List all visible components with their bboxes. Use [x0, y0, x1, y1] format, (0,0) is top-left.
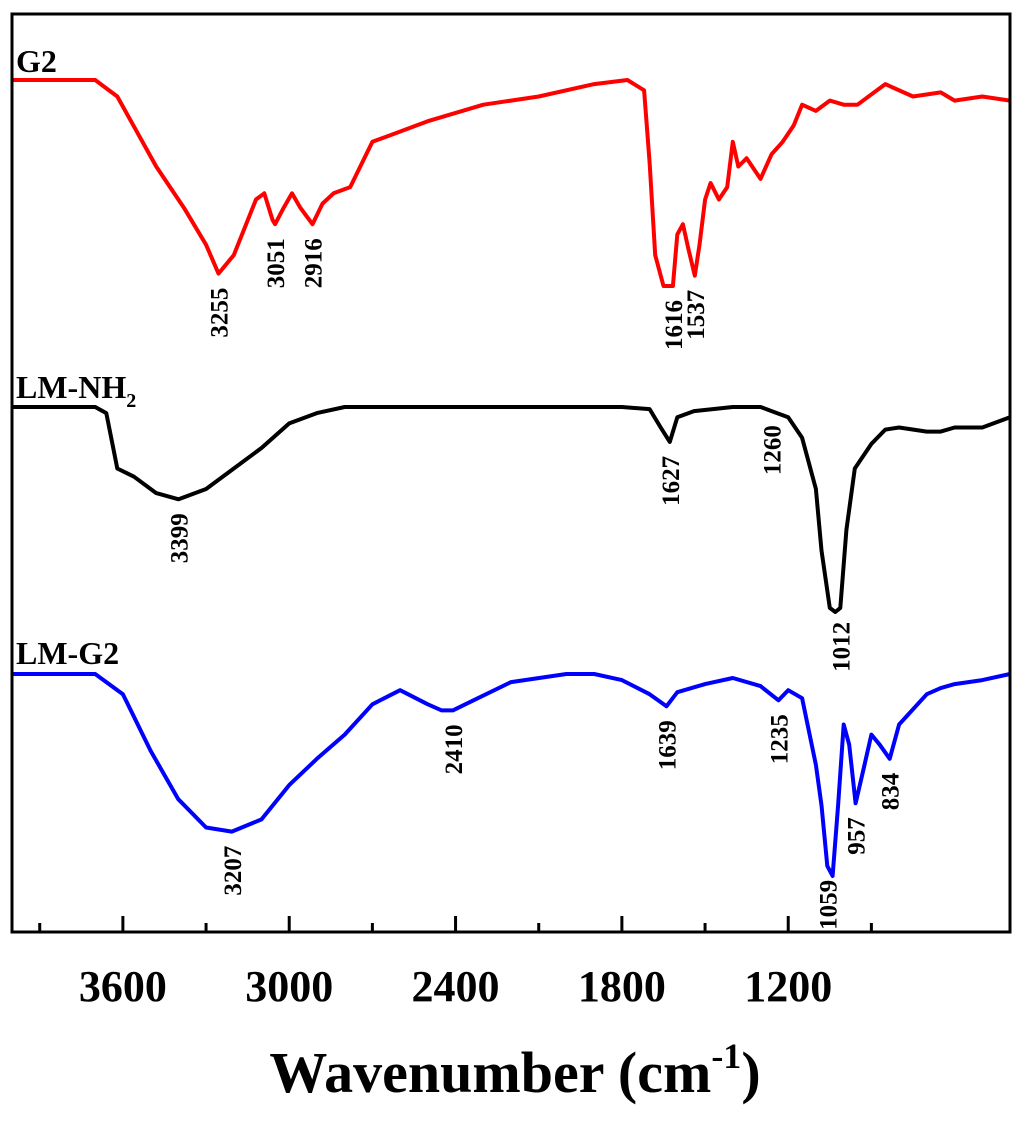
x-axis-label-close: ) — [741, 1040, 760, 1105]
series-name-layer: G2 LM-NH2 LM-G2 — [16, 43, 136, 671]
peak-label-2410: 2410 — [441, 724, 468, 774]
x-axis-label-text: Wavenumber (cm — [269, 1040, 711, 1105]
peak-label-957: 957 — [844, 817, 871, 855]
x-tick-label-1200: 1200 — [744, 962, 832, 1011]
peak-label-834: 834 — [878, 772, 905, 810]
x-axis-label: Wavenumber (cm-1) — [269, 1036, 760, 1105]
peak-label-2916: 2916 — [301, 238, 328, 288]
peak-label-1235: 1235 — [767, 714, 794, 764]
series-name-lm-nh2: LM-NH2 — [16, 369, 136, 412]
series-line-g2 — [12, 78, 1011, 288]
peak-label-1059: 1059 — [815, 880, 842, 930]
x-axis-ticks: 3600 3000 2400 1800 1200 — [38, 916, 873, 1011]
x-tick-label-3600: 3600 — [79, 962, 167, 1011]
peak-label-1012: 1012 — [828, 622, 855, 672]
peak-label-1627: 1627 — [658, 456, 685, 506]
peak-label-1537: 1537 — [683, 290, 710, 340]
series-name-lm-g2: LM-G2 — [16, 635, 119, 671]
x-tick-label-3000: 3000 — [245, 962, 333, 1011]
x-tick-label-1800: 1800 — [578, 962, 666, 1011]
plot-frame — [10, 12, 1012, 934]
peak-label-1260: 1260 — [760, 425, 787, 475]
peak-label-3399: 3399 — [167, 513, 194, 563]
peak-label-3051: 3051 — [263, 238, 290, 288]
peak-label-3207: 3207 — [220, 846, 247, 896]
series-name-g2: G2 — [16, 43, 57, 79]
peak-label-1616: 1616 — [661, 300, 688, 350]
x-axis-label-superscript: -1 — [711, 1036, 741, 1076]
peak-label-3255: 3255 — [207, 288, 234, 338]
series-line-lm-nh2 — [12, 405, 1011, 614]
peak-label-1639: 1639 — [655, 720, 682, 770]
series-line-lm-g2 — [12, 672, 1011, 878]
x-tick-label-2400: 2400 — [412, 962, 500, 1011]
series-layer — [12, 78, 1011, 878]
